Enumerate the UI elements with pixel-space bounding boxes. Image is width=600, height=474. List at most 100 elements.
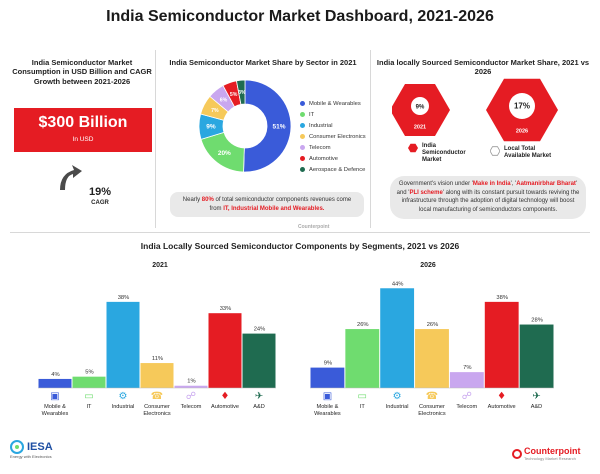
sector-legend-item: IT	[300, 109, 370, 120]
category-cell: ⚙ Industrial	[380, 390, 415, 440]
local-note-h2: Aatmanirbhar Bharat	[516, 181, 576, 187]
category-cell: ♦ Automotive	[208, 390, 242, 440]
bar-label-5: 33%	[220, 306, 232, 312]
market-value-unit: In USD	[72, 136, 94, 143]
hexagon-year-2026: 2026	[516, 128, 528, 134]
sector-legend-item: Aerospace & Defence	[300, 164, 370, 175]
iesa-logo-text: IESA	[27, 441, 53, 453]
legend-swatch	[300, 123, 305, 128]
consumer-electronics-icon: ☎	[150, 391, 164, 402]
cagr-label: CAGR	[91, 200, 109, 206]
local-note-text: Government's vision under '	[398, 181, 473, 187]
donut-label-0: 51%	[272, 124, 285, 131]
sector-legend-item: Telecom	[300, 142, 370, 153]
sector-legend-item: Industrial	[300, 120, 370, 131]
category-cell: ▭ IT	[72, 390, 106, 440]
sector-chart-title: India Semiconductor Market Share by Sect…	[169, 58, 357, 67]
legend-local-tam: Local Total Available Market	[490, 146, 560, 160]
category-cell: ☎ Consumer Electronics	[415, 390, 450, 440]
iesa-logo-sub: Energy with Electronics	[10, 454, 52, 459]
bar-label-0: 9%	[324, 361, 332, 367]
donut-label-6: 3%	[238, 90, 246, 96]
sector-legend-item: Consumer Electronics	[300, 131, 370, 142]
laptop-icon: ▭	[357, 391, 367, 402]
year-2021-label: 2021	[152, 262, 168, 269]
bar-6	[242, 333, 276, 388]
category-cell: ⚙ Industrial	[106, 390, 140, 440]
column-divider-left	[155, 50, 156, 228]
category-cell: ✈ A&D	[242, 390, 276, 440]
bar-chart-2021: 4% 5% 38% 11% 1% 33% 24%	[38, 295, 276, 389]
category-cell: ▭ IT	[345, 390, 380, 440]
legend-swatch	[300, 101, 305, 106]
hexagon-inner-2026	[509, 93, 535, 119]
category-cell: ☍ Telecom	[174, 390, 208, 440]
telecom-icon: ☍	[461, 391, 472, 402]
category-label: Automotive	[487, 404, 516, 410]
sector-note-text-2: of total semiconductor components revenu…	[209, 197, 352, 212]
local-note-sep2: ' and '	[396, 181, 578, 196]
counterpoint-logo-text: Counterpoint	[524, 446, 581, 456]
bar-2	[380, 288, 415, 388]
bar-5	[484, 301, 519, 388]
year-2026-label: 2026	[420, 262, 436, 269]
category-cell: ✈ A&D	[519, 390, 554, 440]
donut-label-5: 5%	[230, 92, 238, 98]
category-label: IT	[86, 404, 92, 410]
bar-4	[174, 385, 208, 388]
sector-legend-item: Mobile & Wearables	[300, 98, 370, 109]
consumer-electronics-icon: ☎	[425, 391, 439, 402]
hexagon-year-2021: 2021	[414, 125, 426, 131]
bar-1	[345, 329, 380, 388]
legend-local-tam-label: Local Total Available Market	[504, 146, 552, 160]
bar-label-3: 26%	[427, 322, 439, 328]
rocket-icon: ✈	[254, 391, 264, 402]
sector-note-highlight-2: IT, Industrial Mobile and Wearables.	[223, 205, 325, 212]
category-cell: ☍ Telecom	[449, 390, 484, 440]
legend-label: Automotive	[309, 155, 338, 162]
legend-label: Consumer Electronics	[309, 133, 366, 140]
legend-label: Telecom	[309, 144, 331, 151]
local-note-sep1: ', '	[510, 181, 517, 187]
donut-label-3: 7%	[211, 108, 219, 114]
category-cell: ☎ Consumer Electronics	[140, 390, 174, 440]
mobile-icon: ▣	[50, 391, 60, 402]
local-share-hexagons: 9% 2021 17% 2026	[392, 78, 558, 142]
bar-label-6: 28%	[531, 318, 543, 324]
category-label: IT	[359, 404, 365, 410]
category-label: Industrial	[385, 404, 409, 410]
hexagon-inner-2021	[411, 97, 429, 115]
watermark-logo: Counterpoint	[298, 224, 330, 230]
category-label: Mobile & Wearables	[41, 404, 69, 417]
category-row-2021: ▣ Mobile & Wearables ▭ IT ⚙ Industrial ☎ Consum…	[38, 390, 276, 440]
category-label: Telecom	[456, 404, 478, 410]
market-value-box: $300 Billion In USD	[14, 108, 152, 152]
category-label: Mobile & Wearables	[314, 404, 341, 417]
car-icon: ♦	[220, 391, 230, 402]
legend-india-market-label: India Semiconductor Market	[422, 143, 466, 164]
hexagon-red-icon	[408, 143, 418, 153]
counterpoint-logo-icon	[512, 448, 522, 459]
mobile-icon: ▣	[322, 391, 333, 402]
bar-6	[519, 324, 554, 388]
hexagon-value-2021: 9%	[416, 105, 425, 111]
local-share-title: India locally Sourced Semiconductor Mark…	[376, 58, 590, 77]
sector-note-text: Nearly	[182, 197, 202, 203]
consumption-title: India Semiconductor Market Consumption i…	[12, 58, 152, 86]
bar-1	[72, 376, 106, 388]
legend-swatch	[300, 112, 305, 117]
legend-swatch	[300, 167, 305, 172]
sector-note: Nearly 80% of total semiconductor compon…	[170, 192, 364, 218]
cagr-value: 19%	[88, 186, 112, 198]
bar-label-1: 5%	[85, 370, 93, 376]
category-cell: ♦ Automotive	[484, 390, 519, 440]
hexagon-value-2026: 17%	[514, 102, 530, 111]
segments-chart-title: India Locally Sourced Semiconductor Comp…	[140, 241, 460, 251]
local-note: Government's vision under 'Make in India…	[390, 176, 586, 219]
bar-3	[140, 363, 174, 388]
industrial-icon: ⚙	[392, 391, 402, 402]
donut-label-1: 20%	[218, 150, 231, 157]
category-label: Consumer Electronics	[418, 404, 446, 417]
counterpoint-logo: Counterpoint Technology Market Research	[512, 446, 581, 461]
bar-0	[38, 378, 72, 388]
